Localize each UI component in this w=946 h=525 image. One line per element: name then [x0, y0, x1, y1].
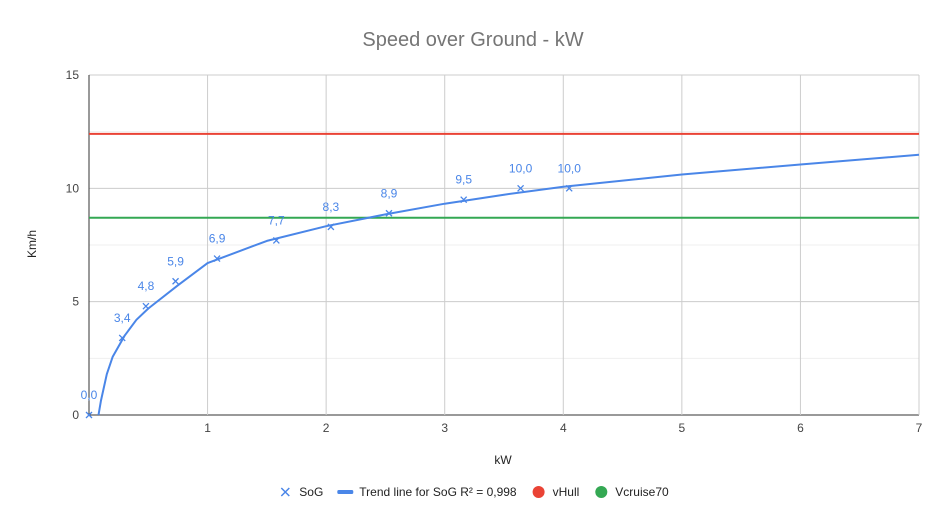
legend-label: vHull: [553, 485, 580, 499]
data-point: [460, 196, 468, 204]
legend: SoG Trend line for SoG R² = 0,998 vHull Vcr…: [280, 485, 669, 499]
y-tick-label: 15: [66, 68, 80, 82]
x-tick-label: 7: [916, 421, 923, 435]
data-label: 8,3: [323, 200, 340, 214]
data-point: [327, 223, 335, 231]
legend-label: Vcruise70: [615, 485, 669, 499]
data-point: [213, 255, 221, 263]
grid: [88, 74, 920, 416]
data-label: 10,0: [558, 161, 582, 175]
data-point: [172, 277, 180, 285]
x-tick-label: 5: [679, 421, 686, 435]
data-label: 5,9: [167, 254, 184, 268]
legend-item: SoG: [280, 485, 323, 499]
legend-item: Vcruise70: [595, 485, 669, 499]
legend-item: vHull: [532, 485, 580, 499]
axis-ticks: 0 5 10 15 1 2 3 4 5 6 7: [66, 68, 923, 435]
data-labels: 0,0 3,4 4,8 5,9 6,9 7,7 8,3 8,9 9,5 10,0 10,0: [81, 161, 582, 402]
trendline: [97, 153, 920, 416]
data-point: [385, 209, 393, 217]
legend-dot-marker: [532, 486, 545, 498]
data-point: [142, 302, 150, 310]
x-tick-label: 4: [560, 421, 567, 435]
legend-item: Trend line for SoG R² = 0,998: [337, 485, 517, 499]
data-point: [118, 334, 126, 342]
data-label: 9,5: [455, 173, 472, 187]
chart-title: Speed over Ground - kW: [362, 29, 583, 51]
y-tick-label: 0: [72, 408, 79, 422]
x-tick-label: 3: [441, 421, 448, 435]
data-label: 0,0: [81, 388, 98, 402]
y-axis-title: Km/h: [25, 230, 39, 258]
trendline-curve: [97, 153, 920, 416]
data-point: [85, 411, 93, 419]
data-label: 7,7: [268, 213, 285, 227]
data-point: [565, 184, 573, 192]
x-tick-label: 2: [323, 421, 330, 435]
data-label: 3,4: [114, 311, 131, 325]
legend-x-marker: [280, 487, 290, 497]
y-tick-label: 10: [66, 181, 80, 195]
legend-line-marker: [337, 490, 354, 494]
x-axis-title: kW: [494, 453, 512, 467]
legend-dot-marker: [595, 486, 608, 498]
data-label: 4,8: [138, 279, 155, 293]
legend-label: Trend line for SoG R² = 0,998: [359, 485, 517, 499]
y-tick-label: 5: [72, 295, 79, 309]
reference-lines: [89, 132, 919, 219]
legend-label: SoG: [299, 485, 323, 499]
data-label: 6,9: [209, 232, 226, 246]
data-point: [272, 237, 280, 244]
data-label: 8,9: [381, 186, 398, 200]
x-tick-label: 1: [204, 421, 211, 435]
x-tick-label: 6: [797, 421, 804, 435]
data-points: [85, 184, 573, 419]
data-label: 10,0: [509, 161, 533, 175]
data-point: [517, 184, 525, 192]
